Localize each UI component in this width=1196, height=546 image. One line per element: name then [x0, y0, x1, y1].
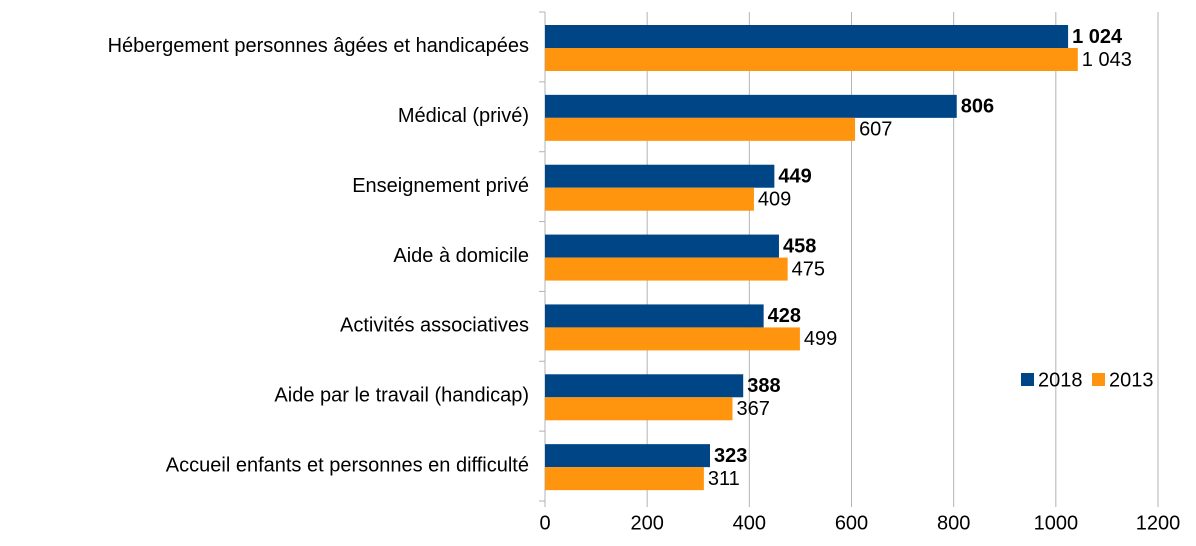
- value-label: 475: [792, 258, 825, 280]
- x-tick-label: 200: [630, 512, 663, 534]
- value-label: 1 024: [1072, 26, 1123, 48]
- bar: [545, 234, 779, 258]
- y-tick-label: Activités associatives: [340, 315, 529, 337]
- bar: [545, 117, 856, 141]
- bar: [545, 94, 957, 118]
- legend-label: 2018: [1038, 369, 1083, 391]
- value-label: 499: [804, 328, 837, 350]
- value-label: 388: [747, 375, 780, 397]
- bar: [545, 374, 744, 398]
- value-label: 323: [714, 445, 747, 467]
- value-label: 409: [758, 188, 791, 210]
- y-tick-label: Aide à domicile: [393, 245, 529, 267]
- bar: [545, 257, 788, 281]
- bar: [545, 397, 733, 421]
- bar: [545, 187, 754, 211]
- legend-label: 2013: [1109, 369, 1154, 391]
- y-tick-label: Enseignement privé: [352, 175, 529, 197]
- x-tick-label: 1200: [1136, 512, 1181, 534]
- value-label: 458: [783, 235, 816, 257]
- value-label: 806: [961, 96, 994, 118]
- value-label: 311: [708, 468, 740, 490]
- value-label: 1 043: [1082, 49, 1132, 71]
- bar: [545, 164, 775, 188]
- value-label: 367: [736, 398, 769, 420]
- bar: [545, 467, 704, 491]
- y-tick-label: Médical (privé): [398, 105, 529, 127]
- x-tick-label: 800: [937, 512, 970, 534]
- y-tick-label: Hébergement personnes âgées et handicapé…: [108, 35, 529, 57]
- value-label: 607: [859, 119, 892, 141]
- legend-swatch: [1021, 373, 1034, 386]
- bar: [545, 444, 710, 468]
- value-label: 428: [768, 305, 801, 327]
- x-tick-label: 400: [733, 512, 766, 534]
- x-tick-label: 1000: [1034, 512, 1079, 534]
- value-label: 449: [778, 165, 811, 187]
- y-tick-label: Aide par le travail (handicap): [274, 384, 529, 406]
- bar: [545, 304, 764, 328]
- y-tick-label: Accueil enfants et personnes en difficul…: [166, 454, 529, 476]
- x-tick-label: 0: [539, 512, 550, 534]
- bar: [545, 48, 1078, 71]
- x-tick-label: 600: [835, 512, 868, 534]
- bar: [545, 327, 800, 351]
- legend-swatch: [1092, 373, 1105, 386]
- bar: [545, 25, 1069, 48]
